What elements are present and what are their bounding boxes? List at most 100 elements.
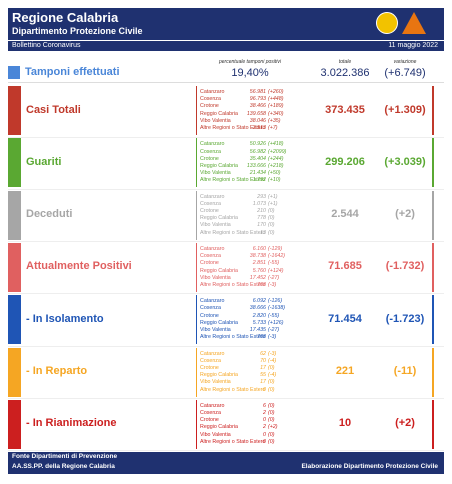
province-change: (+418) [268, 141, 284, 148]
section-right-bar [432, 190, 434, 240]
tamponi-marker [8, 66, 20, 79]
province-change: (+10) [268, 177, 281, 184]
province-value: 1.792 [252, 177, 266, 184]
province-name: Altre Regioni o Stato Estero [200, 125, 266, 131]
province-value: 170 [257, 222, 266, 229]
province-box [196, 347, 294, 397]
province-change: (-55) [268, 312, 280, 319]
province-change: (+50) [268, 170, 281, 177]
province-change: (+126) [268, 319, 284, 326]
section-title: - In Rianimazione [26, 417, 117, 430]
province-change: (-27) [268, 327, 280, 333]
province-change: (0) [268, 410, 275, 416]
province-value: 62 [260, 350, 266, 357]
province-change: (0) [268, 222, 275, 229]
province-change: (+2) [268, 424, 278, 431]
separator [8, 450, 444, 452]
section-change: (+1.309) [384, 103, 426, 116]
province-value: 2 [263, 424, 266, 431]
province-value: 17.452 [249, 274, 266, 281]
province-name: Reggio Calabria [200, 110, 238, 117]
province-name: Catanzaro [200, 89, 225, 95]
column-header: variazione [393, 59, 417, 65]
province-name: Catanzaro [200, 350, 225, 357]
province-change: (+124) [268, 267, 284, 274]
section-change: (+2) [395, 208, 415, 221]
province-change: (+7) [268, 125, 278, 131]
province-change: (0) [268, 386, 275, 393]
province-change: (-55) [268, 260, 280, 267]
province-change: (-129) [268, 245, 283, 252]
province-change: (-1642) [268, 253, 286, 260]
province-name: Vibo Valentia [200, 274, 231, 281]
section-bar [8, 190, 21, 240]
province-value: 0 [263, 417, 266, 424]
province-value: 38.738 [249, 253, 266, 260]
province-value: 139.658 [246, 110, 266, 117]
section-total: 299.206 [325, 155, 365, 168]
section-right-bar [432, 399, 434, 449]
province-name: Cosenza [200, 96, 221, 103]
province-value: 35.404 [249, 155, 266, 162]
province-change: (+448) [268, 96, 284, 103]
province-value: 56.981 [249, 89, 266, 95]
province-name: Cosenza [200, 200, 221, 207]
section-title: Guariti [26, 155, 62, 168]
province-value: 2 [263, 410, 266, 416]
footer-band [8, 452, 444, 474]
header-subtitle: Dipartimento Protezione Civile [12, 26, 143, 36]
subheader-band [8, 41, 444, 51]
province-name: Altre Regioni o Stato Estero [200, 386, 266, 393]
province-name: Reggio Calabria [200, 162, 238, 169]
province-change: (-27) [268, 274, 280, 281]
tamponi-label: Tamponi effettuati [25, 66, 120, 78]
province-value: 778 [257, 215, 266, 222]
province-value: 96.793 [249, 96, 266, 103]
province-value: 133.666 [246, 162, 266, 169]
province-change: (+218) [268, 162, 284, 169]
province-name: Cosenza [200, 305, 221, 312]
province-value: 1.073 [252, 200, 266, 207]
section-right-bar [432, 347, 434, 397]
section-bar [8, 138, 21, 188]
province-box [196, 399, 294, 449]
province-name: Catanzaro [200, 141, 225, 148]
province-change: (+189) [268, 103, 284, 110]
separator [8, 188, 444, 190]
header-band [8, 8, 444, 40]
province-value: 5.733 [252, 319, 266, 326]
province-value: 0 [263, 431, 266, 438]
header-title: Regione Calabria [12, 10, 119, 25]
province-name: Crotone [200, 364, 219, 371]
province-change: (+260) [268, 89, 284, 95]
province-value: 293 [257, 193, 266, 200]
section-total: 221 [335, 365, 355, 377]
section-total: 2.544 [331, 208, 359, 221]
province-change: (-4) [268, 357, 277, 364]
province-change: (+35) [268, 117, 281, 124]
separator [8, 82, 444, 83]
province-value: 38.046 [249, 117, 266, 124]
section-change: (+3.039) [384, 155, 426, 168]
province-value: 0 [263, 386, 266, 393]
separator [8, 241, 444, 243]
province-value: 210 [257, 208, 266, 214]
section-right-bar [432, 138, 434, 188]
column-header: percentuale tamponi positivi [219, 59, 281, 65]
separator [8, 293, 444, 295]
province-name: Crotone [200, 260, 219, 267]
province-box [196, 190, 294, 240]
province-name: Reggio Calabria [200, 319, 238, 326]
section-title: - In Isolamento [26, 312, 104, 325]
province-change: (0) [268, 229, 275, 236]
province-value: 2.851 [252, 260, 266, 267]
province-name: Vibo Valentia [200, 170, 231, 177]
province-box [196, 295, 294, 345]
footer-credit: Elaborazione Dipartimento Protezione Civ… [301, 463, 438, 470]
province-name: Crotone [200, 155, 219, 162]
section-total: 71.454 [328, 312, 362, 325]
province-value: 17 [260, 379, 266, 386]
footer-source: AA.SS.PP. della Regione Calabria [12, 463, 115, 470]
section-right-bar [432, 86, 434, 135]
section-title: Casi Totali [26, 103, 81, 116]
